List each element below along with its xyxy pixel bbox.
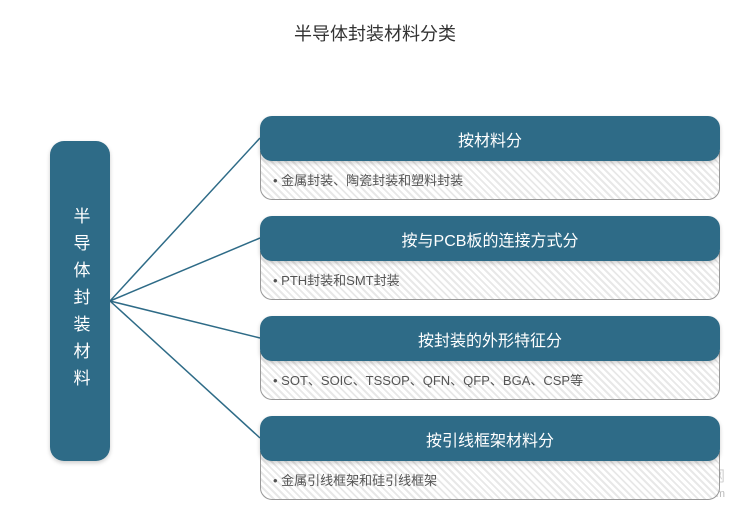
diagram-title: 半导体封装材料分类: [0, 0, 750, 46]
category-3: 按引线框架材料分 金属引线框架和硅引线框架: [260, 416, 720, 500]
category-2: 按封装的外形特征分 SOT、SOIC、TSSOP、QFN、QFP、BGA、CSP…: [260, 316, 720, 400]
category-1: 按与PCB板的连接方式分 PTH封装和SMT封装: [260, 216, 720, 300]
connector-lines: [108, 116, 268, 516]
category-0: 按材料分 金属封装、陶瓷封装和塑料封装: [260, 116, 720, 200]
category-description: 金属引线框架和硅引线框架: [273, 473, 437, 488]
category-header: 按与PCB板的连接方式分: [260, 216, 720, 261]
category-header: 按材料分: [260, 116, 720, 161]
category-header: 按引线框架材料分: [260, 416, 720, 461]
diagram-container: 半导体封装材料 按材料分 金属封装、陶瓷封装和塑料封装 按与PCB板的连接方式分…: [0, 56, 750, 516]
category-header: 按封装的外形特征分: [260, 316, 720, 361]
category-description: PTH封装和SMT封装: [273, 273, 400, 288]
category-description: 金属封装、陶瓷封装和塑料封装: [273, 173, 463, 188]
category-description: SOT、SOIC、TSSOP、QFN、QFP、BGA、CSP等: [273, 373, 583, 388]
root-node: 半导体封装材料: [50, 141, 110, 461]
